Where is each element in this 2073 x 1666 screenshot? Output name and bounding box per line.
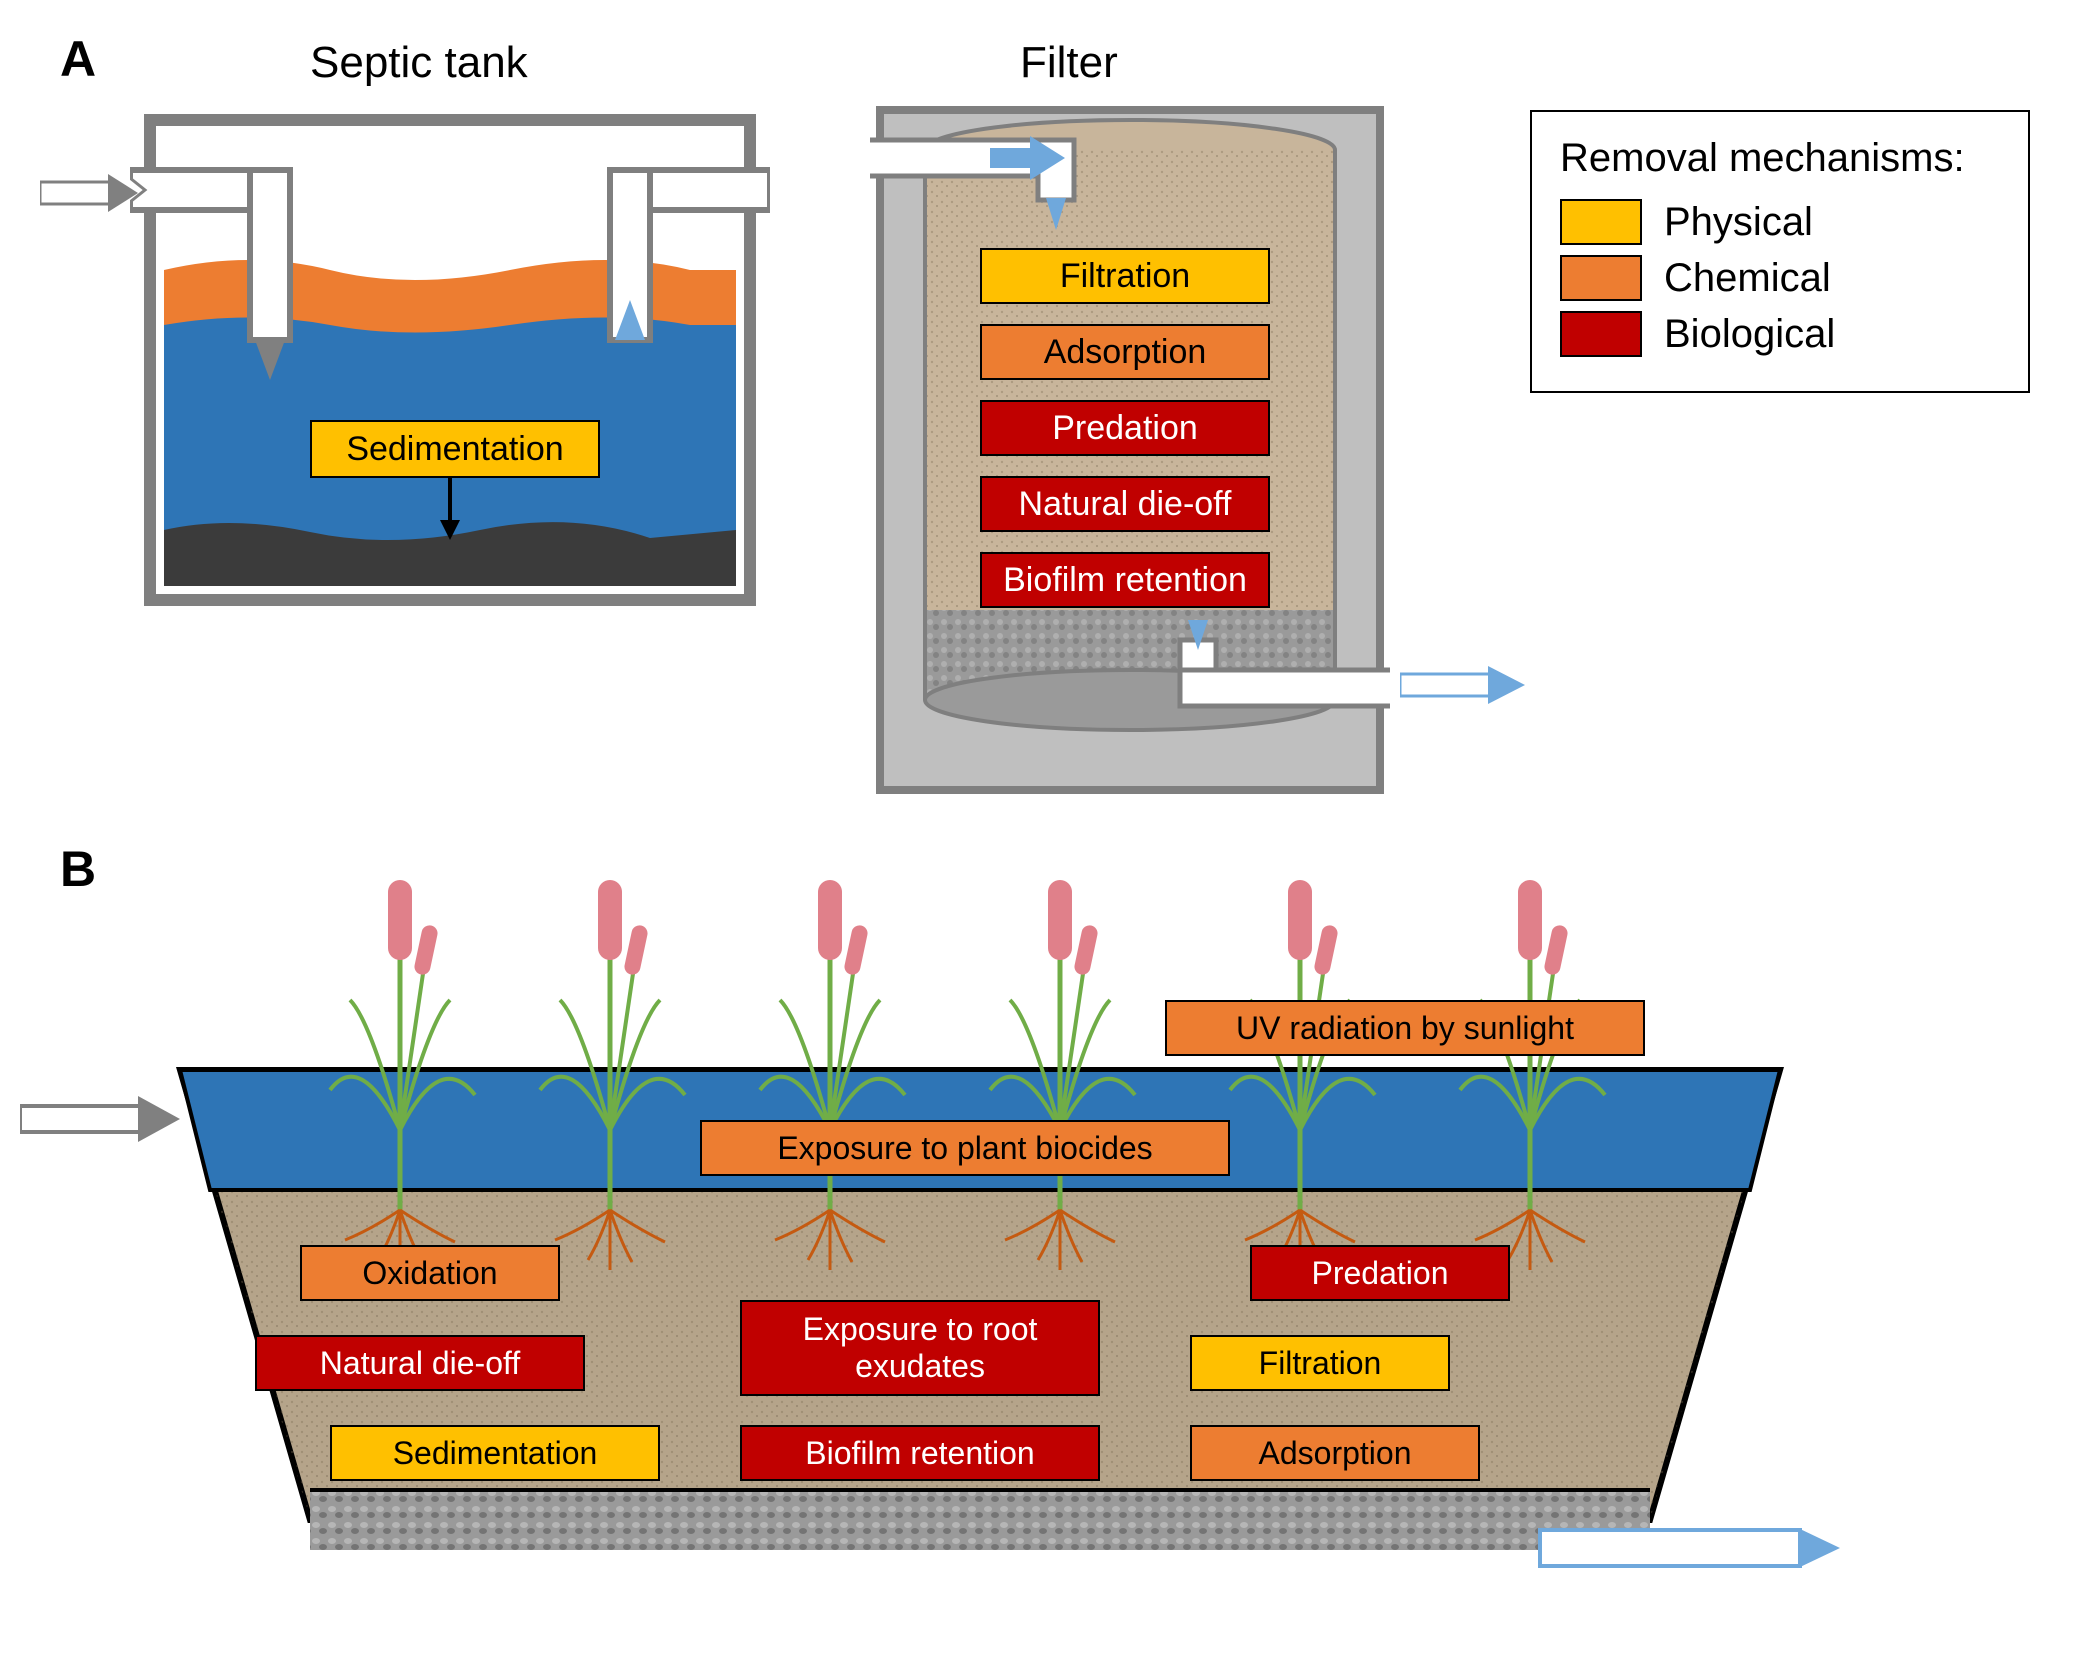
legend-label-physical: Physical [1664, 200, 1813, 245]
filter-label-filtration: Filtration [980, 248, 1270, 304]
cattail-plant [510, 870, 710, 1290]
septic-tank-diagram [130, 100, 770, 620]
filter-label-adsorption: Adsorption [980, 324, 1270, 380]
legend-item-physical: Physical [1560, 199, 2000, 245]
legend-item-chemical: Chemical [1560, 255, 2000, 301]
wetland-label-biofilm-retention: Biofilm retention [740, 1425, 1100, 1481]
legend-label-biological: Biological [1664, 312, 1835, 357]
septic-inlet-arrow [40, 168, 140, 218]
wetland-label-filtration: Filtration [1190, 1335, 1450, 1391]
legend-swatch-chemical [1560, 255, 1642, 301]
wetland-label-sedimentation: Sedimentation [330, 1425, 660, 1481]
filter-label-natural-die-off: Natural die-off [980, 476, 1270, 532]
legend-box: Removal mechanisms: Physical Chemical Biol… [1530, 110, 2030, 393]
filter-label-predation: Predation [980, 400, 1270, 456]
cattail-plant [300, 870, 500, 1290]
legend-swatch-biological [1560, 311, 1642, 357]
wetland-label-oxidation: Oxidation [300, 1245, 560, 1301]
wetland-label-exposure-to-root-exudates: Exposure to root exudates [740, 1300, 1100, 1396]
wetland-label-predation: Predation [1250, 1245, 1510, 1301]
wetland-label-exposure-to-plant-biocides: Exposure to plant biocides [700, 1120, 1230, 1176]
panel-a-letter: A [60, 30, 96, 88]
cattail-plant [960, 870, 1160, 1290]
cattail-plant [730, 870, 930, 1290]
label-sedimentation-a: Sedimentation [310, 420, 600, 478]
wetland-label-uv-radiation-by-sunlight: UV radiation by sunlight [1165, 1000, 1645, 1056]
wetland-label-adsorption: Adsorption [1190, 1425, 1480, 1481]
filter-title: Filter [1020, 38, 1118, 88]
legend-label-chemical: Chemical [1664, 256, 1831, 301]
legend-title: Removal mechanisms: [1560, 136, 2000, 181]
legend-item-biological: Biological [1560, 311, 2000, 357]
cattail-plant [1430, 870, 1630, 1290]
wetland-label-natural-die-off: Natural die-off [255, 1335, 585, 1391]
filter-outlet-arrow [1400, 660, 1530, 710]
legend-swatch-physical [1560, 199, 1642, 245]
filter-label-biofilm-retention: Biofilm retention [980, 552, 1270, 608]
wetland-inlet-arrow [20, 1090, 190, 1150]
cattail-plant [1200, 870, 1400, 1290]
panel-b-letter: B [60, 840, 96, 898]
septic-tank-title: Septic tank [310, 38, 528, 88]
